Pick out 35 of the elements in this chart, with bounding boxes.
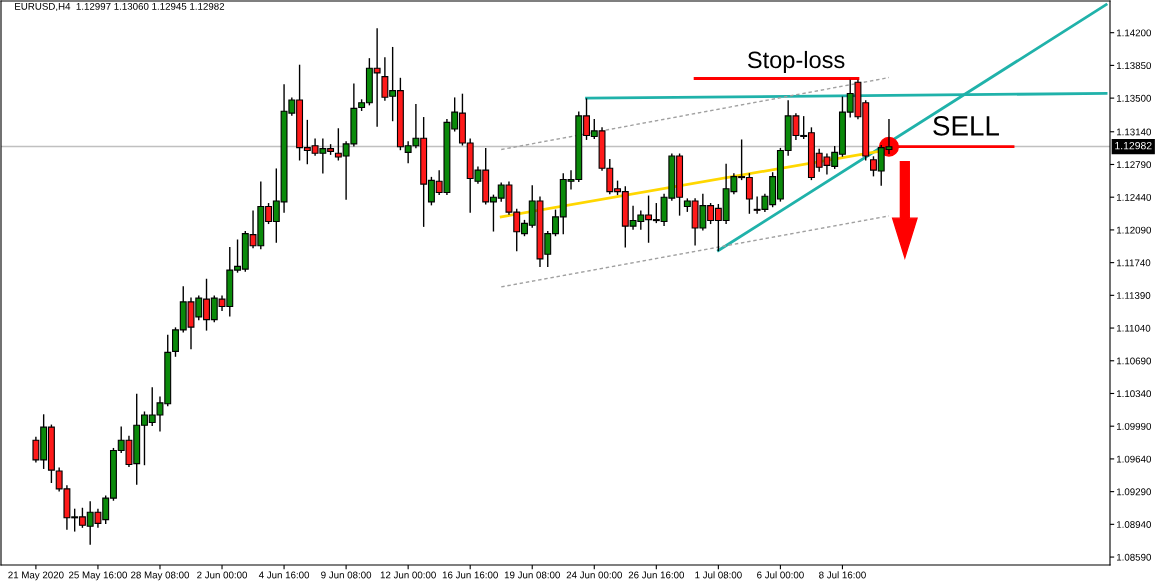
x-tick-label: 8 Jul 16:00: [819, 571, 866, 579]
y-tick-label: 1.09640: [1116, 455, 1152, 463]
y-tick-label: 1.13500: [1116, 94, 1152, 102]
x-tick-label: 28 May 08:00: [131, 571, 190, 581]
x-tick-label: 16 Jun 16:00: [442, 571, 498, 579]
x-tick-label: 24 Jun 00:00: [566, 571, 623, 579]
series-label: Stop-loss: [747, 50, 845, 73]
x-tick-label: 6 Jul 00:00: [757, 571, 804, 579]
y-tick-label: 1.14200: [1116, 29, 1152, 37]
y-tick-label: 1.12790: [1116, 161, 1152, 169]
y-tick-label: 1.08940: [1116, 521, 1152, 528]
y-tick-label: 1.09290: [1116, 488, 1152, 496]
y-tick-label: 1.11390: [1116, 292, 1151, 299]
x-tick-label: 21 May 2020: [8, 571, 64, 581]
series-label: SELL: [933, 116, 999, 136]
x-tick-label: 26 Jun 16:00: [628, 571, 685, 579]
ref-line-label: 1.12982: [1115, 141, 1152, 150]
y-tick-label: 1.09990: [1116, 422, 1152, 430]
y-tick-label: 1.10340: [1116, 390, 1152, 398]
y-tick-label: 1.12090: [1116, 226, 1152, 234]
y-tick-label: 1.13850: [1116, 62, 1152, 70]
y-tick-label: 1.11740: [1116, 259, 1151, 267]
x-tick-label: 2 Jun 00:00: [197, 571, 248, 579]
y-tick-label: 1.12440: [1116, 193, 1152, 201]
y-tick-label: 1.11040: [1116, 324, 1151, 332]
y-tick-label: 1.10690: [1116, 357, 1152, 365]
x-tick-label: 4 Jun 16:00: [258, 571, 310, 579]
x-tick-label: 25 May 16:00: [68, 571, 128, 581]
y-tick-label: 1.13140: [1116, 128, 1152, 136]
x-tick-label: 12 Jun 00:00: [380, 571, 436, 579]
y-tick-label: 1.08590: [1116, 553, 1152, 561]
chart-title: EURUSD,H4 1.12997 1.13060 1.12945 1.12982: [15, 2, 225, 11]
x-tick-label: 19 Jun 08:00: [504, 571, 560, 579]
x-tick-label: 1 Jul 08:00: [695, 571, 742, 579]
x-tick-label: 9 Jun 08:00: [321, 571, 372, 579]
